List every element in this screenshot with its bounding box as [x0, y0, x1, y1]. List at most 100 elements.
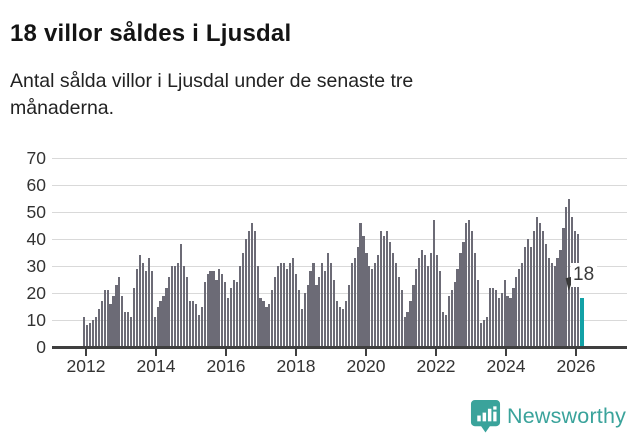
bar: [224, 282, 227, 347]
bar: [247, 230, 250, 347]
bar: [385, 230, 389, 347]
brand-name: Newsworthy: [507, 403, 627, 428]
bar: [121, 295, 124, 347]
page-title: 18 villor såldes i Ljusdal: [10, 20, 292, 48]
bar: [415, 268, 418, 347]
bar: [185, 276, 189, 347]
bar: [462, 241, 465, 347]
bar: [168, 276, 171, 347]
bar: [447, 295, 450, 347]
bar: [282, 263, 286, 347]
bar: [397, 276, 400, 347]
brand-footer[interactable]: Newsworthy: [470, 398, 626, 434]
bar: [547, 257, 550, 347]
bar: [165, 287, 168, 347]
bar: [391, 252, 394, 347]
bar: [156, 306, 159, 347]
bar: [235, 282, 239, 347]
bar: [365, 252, 368, 347]
bar: [488, 287, 492, 347]
bar: [450, 290, 453, 347]
bar: [297, 290, 300, 347]
bar: [127, 311, 130, 347]
bar: [88, 322, 92, 347]
bar: [265, 306, 268, 347]
bar: [394, 263, 397, 347]
bar: [94, 317, 97, 347]
bar: [556, 257, 559, 347]
bar: [438, 271, 442, 347]
bar: [97, 309, 100, 347]
bar: [268, 303, 271, 347]
x-axis-label: 2020: [346, 356, 386, 376]
bar: [418, 257, 421, 347]
bar: [515, 276, 518, 347]
bar: [382, 236, 386, 347]
bar: [559, 249, 562, 347]
bar: [312, 263, 315, 347]
bar: [380, 230, 383, 347]
bar: [271, 290, 274, 347]
y-axis-label: 40: [26, 229, 46, 249]
bar: [432, 220, 436, 347]
bar: [459, 252, 462, 347]
gridline-70: [52, 157, 627, 159]
bar: [182, 266, 186, 347]
bar: [344, 301, 347, 347]
bar: [550, 263, 553, 347]
bar: [374, 263, 377, 347]
x-axis-tick: [85, 349, 87, 356]
x-axis-tick: [575, 349, 577, 356]
bar: [309, 271, 312, 347]
x-axis-tick: [365, 349, 367, 356]
chart-subtitle: Antal sålda villor i Ljusdal under de se…: [10, 70, 414, 119]
x-axis-tick: [505, 349, 507, 356]
x-axis-label: 2022: [416, 356, 456, 376]
bar: [259, 298, 262, 347]
bar: [244, 239, 247, 347]
bar: [203, 282, 206, 347]
bar: [362, 236, 365, 347]
bar: [494, 290, 497, 347]
bar: [241, 252, 244, 347]
bar: [532, 230, 536, 347]
bar: [353, 257, 356, 347]
bar: [524, 247, 527, 347]
gridline-60: [52, 184, 627, 186]
bar: [347, 284, 350, 347]
bar: [321, 263, 324, 347]
bar-series: [83, 143, 584, 347]
bar: [130, 317, 133, 347]
bar: [477, 279, 480, 347]
bar: [238, 266, 242, 347]
bar: [503, 279, 506, 347]
bar: [562, 228, 565, 347]
bar: [288, 263, 292, 347]
bar: [209, 271, 212, 347]
bar: [212, 271, 215, 347]
bar: [453, 282, 456, 347]
bar: [171, 266, 174, 347]
bar: [409, 301, 412, 347]
bar: [538, 222, 542, 347]
bar-highlight-latest: [580, 298, 584, 347]
y-axis-label: 50: [26, 202, 46, 222]
bar: [468, 220, 471, 347]
bar: [83, 317, 86, 347]
x-axis-label: 2024: [486, 356, 526, 376]
bar: [294, 274, 297, 347]
x-axis-label: 2016: [206, 356, 246, 376]
bar: [221, 274, 224, 347]
bar: [100, 301, 103, 347]
latest-value-label: 18: [571, 263, 598, 287]
bar: [427, 266, 430, 347]
bar: [368, 266, 371, 347]
gridline-50: [52, 211, 627, 213]
bar: [277, 266, 280, 347]
bar: [491, 287, 494, 347]
bar: [509, 298, 512, 347]
bar: [500, 293, 503, 347]
bar: [577, 233, 580, 347]
x-axis-label: 2012: [66, 356, 106, 376]
bar: [544, 244, 547, 347]
